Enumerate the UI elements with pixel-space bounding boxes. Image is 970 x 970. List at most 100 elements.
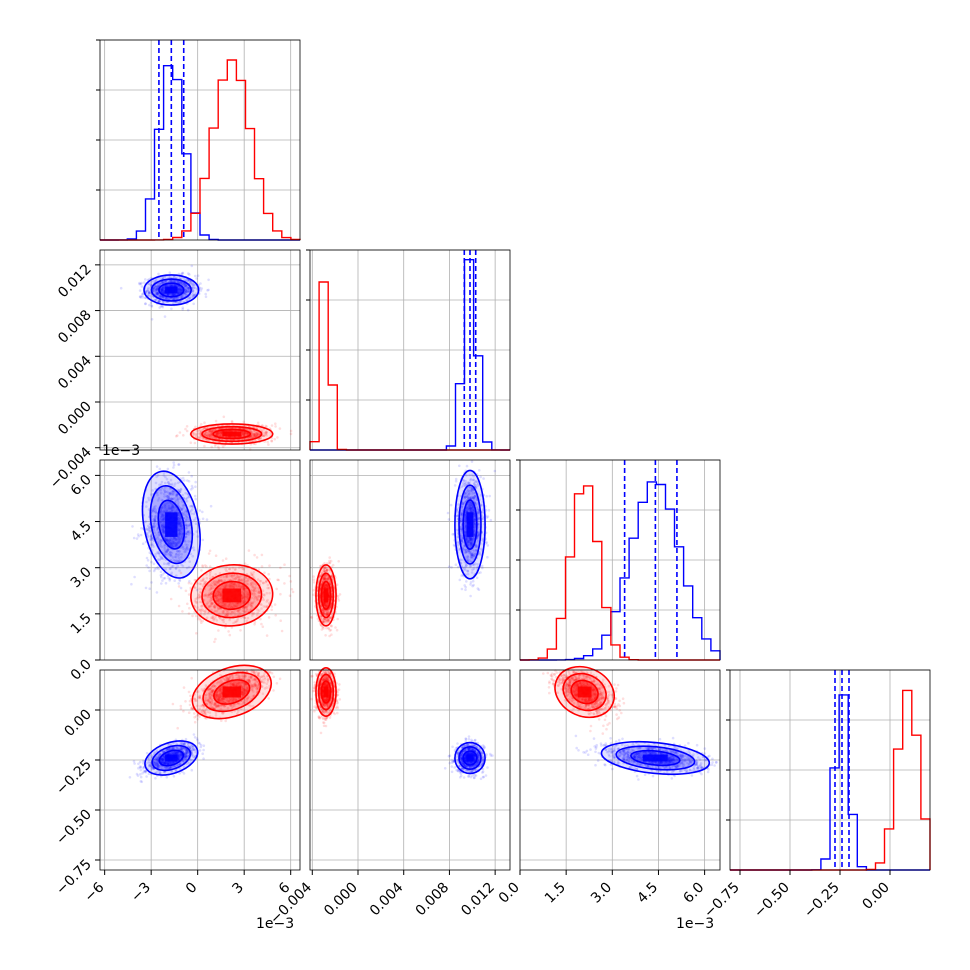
scatter-point — [186, 286, 189, 290]
scatter-point — [194, 292, 197, 295]
scatter-point — [710, 763, 714, 766]
scatter-point — [191, 291, 194, 294]
scatter-point — [204, 295, 208, 299]
scatter-point — [158, 300, 161, 304]
scatter-point — [192, 294, 195, 297]
scatter-point — [130, 582, 133, 586]
scatter-point — [150, 581, 153, 584]
scatter-point — [155, 288, 159, 291]
scatter-point — [152, 287, 156, 290]
scatter-point — [180, 287, 183, 291]
scatter-point — [150, 560, 153, 564]
scatter-point — [177, 287, 181, 291]
scatter-point — [146, 288, 150, 291]
scatter-point — [163, 280, 167, 284]
scatter-point — [159, 570, 163, 573]
scatter-point — [172, 293, 175, 296]
scatter-point — [160, 289, 164, 292]
scatter-point — [191, 295, 195, 298]
scatter-point — [145, 564, 148, 567]
scatter-point — [146, 289, 149, 293]
scatter-point — [172, 461, 175, 464]
scatter-point — [483, 746, 487, 749]
scatter-point — [147, 293, 150, 297]
scatter-point — [199, 282, 202, 285]
scatter-point — [184, 284, 188, 287]
scatter-point — [188, 296, 192, 300]
scatter-point — [455, 768, 458, 772]
scatter-point — [140, 780, 144, 784]
scatter-point — [474, 774, 478, 777]
scatter-point — [155, 292, 159, 296]
scatter-point — [465, 580, 468, 583]
scatter-point — [592, 737, 596, 740]
scatter-point — [139, 296, 143, 299]
scatter-point — [144, 290, 148, 293]
scatter-point — [179, 282, 183, 285]
scatter-point — [154, 298, 157, 302]
scatter-point — [155, 288, 158, 292]
scatter-point — [167, 293, 170, 296]
scatter-point — [169, 279, 172, 283]
scatter-point — [155, 293, 159, 297]
scatter-point — [196, 738, 199, 742]
scatter-point — [577, 749, 580, 752]
scatter-point — [162, 286, 165, 290]
scatter-point — [207, 288, 210, 292]
scatter-point — [179, 288, 182, 292]
scatter-point — [160, 282, 163, 285]
scatter-point — [141, 296, 145, 299]
scatter-point — [194, 485, 197, 489]
scatter-point — [158, 306, 161, 309]
scatter-point — [156, 283, 160, 287]
scatter-point — [184, 278, 188, 282]
scatter-point — [152, 286, 156, 290]
scatter-point — [453, 484, 457, 487]
scatter-point — [160, 295, 164, 298]
scatter-point — [141, 292, 144, 296]
scatter-point — [462, 776, 466, 779]
scatter-point — [184, 285, 187, 288]
scatter-point — [157, 299, 161, 303]
scatter-point — [177, 291, 181, 295]
scatter-point — [175, 276, 178, 279]
scatter-point — [187, 286, 190, 290]
scatter-point — [181, 282, 184, 286]
scatter-point — [153, 298, 157, 302]
scatter-point — [184, 737, 188, 741]
scatter-point — [165, 297, 169, 300]
scatter-point — [191, 486, 194, 490]
scatter-point — [161, 291, 165, 294]
scatter-point — [187, 272, 190, 275]
scatter-point — [478, 469, 481, 472]
scatter-point — [458, 464, 461, 468]
scatter-point — [177, 292, 180, 295]
scatter-point — [172, 463, 176, 467]
scatter-point — [155, 291, 158, 295]
scatter-point — [695, 743, 699, 747]
scatter-point — [173, 284, 176, 287]
scatter-point — [177, 281, 181, 284]
scatter-point — [175, 280, 179, 284]
scatter-point — [186, 279, 189, 282]
scatter-point — [184, 292, 187, 296]
scatter-point — [186, 308, 190, 312]
scatter-point — [179, 288, 182, 292]
scatter-point — [158, 294, 162, 298]
scatter-point — [614, 740, 618, 743]
scatter-point — [138, 281, 141, 285]
scatter-point — [148, 294, 152, 298]
scatter-point — [450, 770, 454, 774]
scatter-point — [493, 469, 497, 473]
scatter-point — [471, 579, 475, 583]
scatter-point — [449, 503, 453, 507]
scatter-point — [178, 291, 181, 295]
scatter-point — [166, 284, 170, 288]
scatter-point — [154, 285, 157, 289]
scatter-point — [154, 291, 158, 294]
scatter-point — [138, 760, 142, 764]
scatter-point — [603, 763, 606, 766]
scatter-point — [163, 276, 167, 279]
scatter-point — [209, 504, 213, 508]
scatter-point — [173, 297, 176, 301]
